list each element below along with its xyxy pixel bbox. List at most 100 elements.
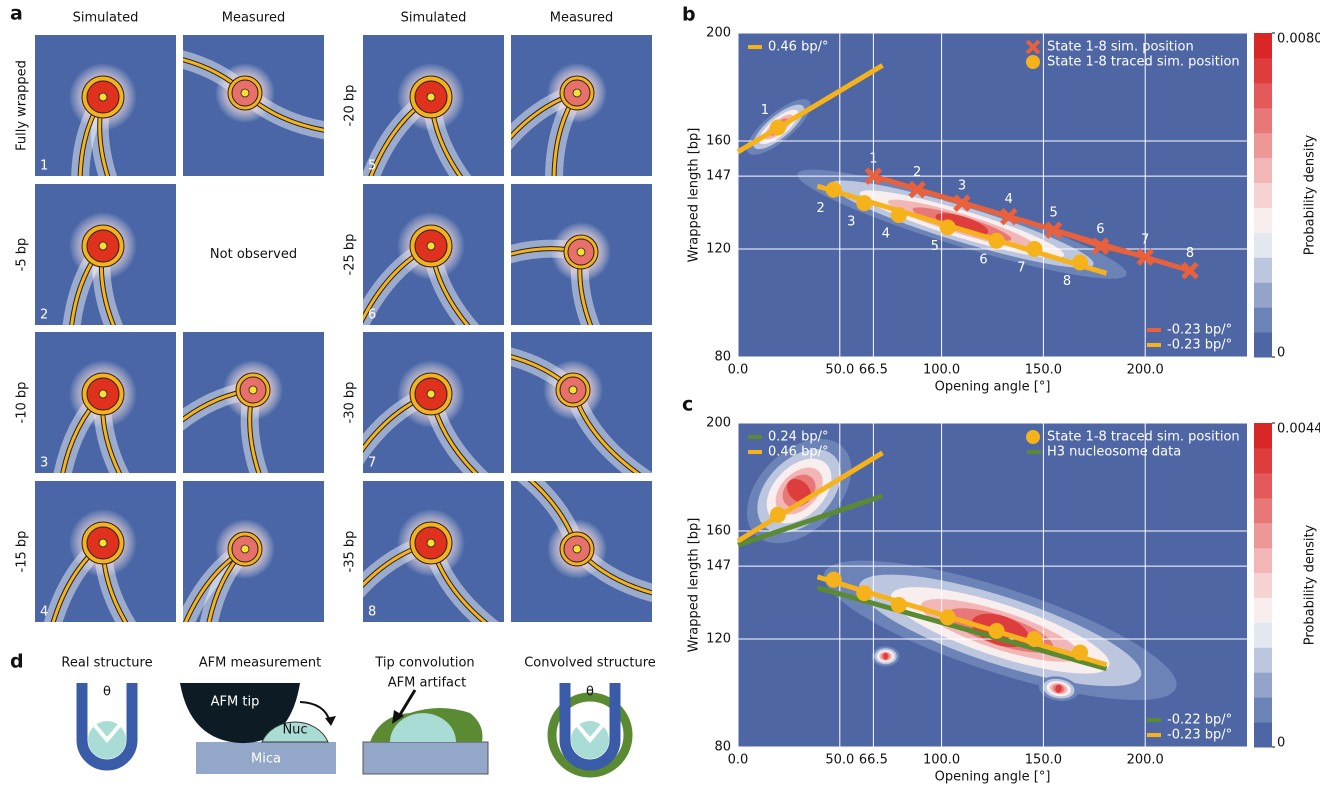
afm-image — [35, 184, 176, 325]
marker-circle — [939, 609, 956, 626]
afm-image — [183, 332, 324, 473]
legend-marker — [1026, 430, 1040, 444]
x-tick-label: 66.5 — [859, 753, 888, 768]
point-label: 8 — [1186, 246, 1194, 261]
diagram-title: Real structure — [61, 656, 152, 671]
x-tick-label: 0.0 — [728, 753, 749, 768]
legend-label: 0.24 bp/° — [768, 430, 828, 445]
mica-label: Mica — [251, 752, 281, 767]
nucleosome-center — [240, 544, 250, 554]
tile-number: 1 — [40, 159, 48, 174]
nucleosome-center — [98, 241, 108, 251]
marker-circle — [856, 195, 873, 212]
row-label: -35 bp — [343, 531, 358, 573]
row-label: -10 bp — [15, 382, 30, 424]
x-tick-label: 200.0 — [1127, 753, 1164, 768]
legend-label: State 1-8 traced sim. position — [1047, 430, 1240, 445]
colorbar-band — [1254, 547, 1272, 574]
tile-number: 3 — [40, 456, 48, 471]
colorbar-band — [1254, 33, 1272, 59]
y-tick-label: 147 — [706, 559, 731, 574]
point-label: 3 — [958, 179, 966, 194]
legend-marker — [1026, 55, 1040, 69]
afm-image — [35, 35, 176, 176]
colorbar-band — [1254, 132, 1272, 159]
colorbar-band — [1254, 597, 1272, 623]
tile-number: 8 — [368, 605, 376, 620]
colorbar-band — [1254, 307, 1272, 333]
colorbar-tick-label: 0.0044 — [1277, 422, 1320, 437]
nucleosome-center — [98, 92, 108, 102]
missing-note: Not observed — [210, 247, 297, 262]
nucleosome-center — [572, 544, 582, 554]
row-label: -20 bp — [343, 85, 358, 127]
legend-label: -0.23 bp/° — [1167, 338, 1232, 353]
marker-circle — [769, 506, 786, 523]
x-tick-label: 50.0 — [825, 363, 854, 378]
tile-number: 5 — [368, 159, 376, 174]
x-tick-label: 100.0 — [923, 753, 960, 768]
legend-label: State 1-8 sim. position — [1047, 40, 1194, 55]
y-tick-label: 120 — [706, 242, 731, 257]
afm-image — [183, 35, 324, 176]
afm-artifact-label: AFM artifact — [388, 676, 467, 691]
legend-label: -0.22 bp/° — [1167, 713, 1232, 728]
nucleosome-center — [98, 389, 108, 399]
colorbar-band — [1254, 82, 1272, 109]
nucleosome-center — [98, 538, 108, 548]
y-tick-label: 200 — [706, 26, 731, 41]
marker-circle — [825, 181, 842, 198]
y-axis-title: Wrapped length [bp] — [687, 128, 702, 263]
point-label: 2 — [817, 201, 825, 216]
x-tick-label: 150.0 — [1025, 363, 1062, 378]
point-label: 1 — [869, 152, 877, 167]
x-tick-label: 100.0 — [923, 363, 960, 378]
marker-circle — [825, 571, 842, 588]
legend-label: -0.23 bp/° — [1167, 323, 1232, 338]
colorbar-band — [1254, 447, 1272, 474]
legend-marker — [1025, 39, 1041, 55]
afm-image — [363, 481, 504, 622]
colorbar-band — [1254, 282, 1272, 308]
afm-image — [511, 184, 652, 325]
y-tick-label: 120 — [706, 632, 731, 647]
y-tick-label: 160 — [706, 524, 731, 539]
nucleosome-center — [426, 92, 436, 102]
panel-label: d — [10, 651, 24, 673]
row-label: Fully wrapped — [15, 60, 30, 151]
y-tick-label: 200 — [706, 416, 731, 431]
point-label: 4 — [882, 226, 890, 241]
marker-x — [1000, 207, 1018, 226]
colorbar-band — [1254, 722, 1272, 748]
row-label: -5 bp — [15, 238, 30, 272]
x-tick-label: 0.0 — [728, 363, 749, 378]
marker-x — [1044, 221, 1063, 239]
connecting-line — [872, 174, 1191, 273]
y-tick-label: 80 — [714, 350, 731, 365]
colorbar-band — [1254, 472, 1272, 499]
panel-label: a — [10, 3, 23, 25]
colorbar-band — [1254, 182, 1272, 208]
afm-image — [35, 332, 176, 473]
density-contour — [935, 213, 989, 236]
marker-x — [908, 180, 926, 199]
marker-circle — [939, 219, 956, 236]
density-contour — [883, 652, 888, 660]
y-tick-label: 147 — [706, 169, 731, 184]
density-contour — [1055, 684, 1062, 693]
point-label: 7 — [1141, 233, 1149, 248]
nuc-label: Nuc — [282, 723, 307, 738]
point-label: 6 — [1096, 222, 1104, 237]
marker-circle — [1026, 241, 1043, 257]
fit-line — [736, 63, 884, 154]
y-axis-title: Wrapped length [bp] — [687, 518, 702, 653]
marker-x — [1091, 237, 1110, 256]
x-tick-label: 66.5 — [859, 363, 888, 378]
tile-number: 7 — [368, 456, 376, 471]
marker-circle — [856, 585, 873, 602]
theta-label: θ — [586, 685, 594, 700]
afm-tip-label: AFM tip — [211, 695, 260, 710]
afm-image — [511, 481, 652, 622]
colorbar-band — [1254, 672, 1272, 698]
